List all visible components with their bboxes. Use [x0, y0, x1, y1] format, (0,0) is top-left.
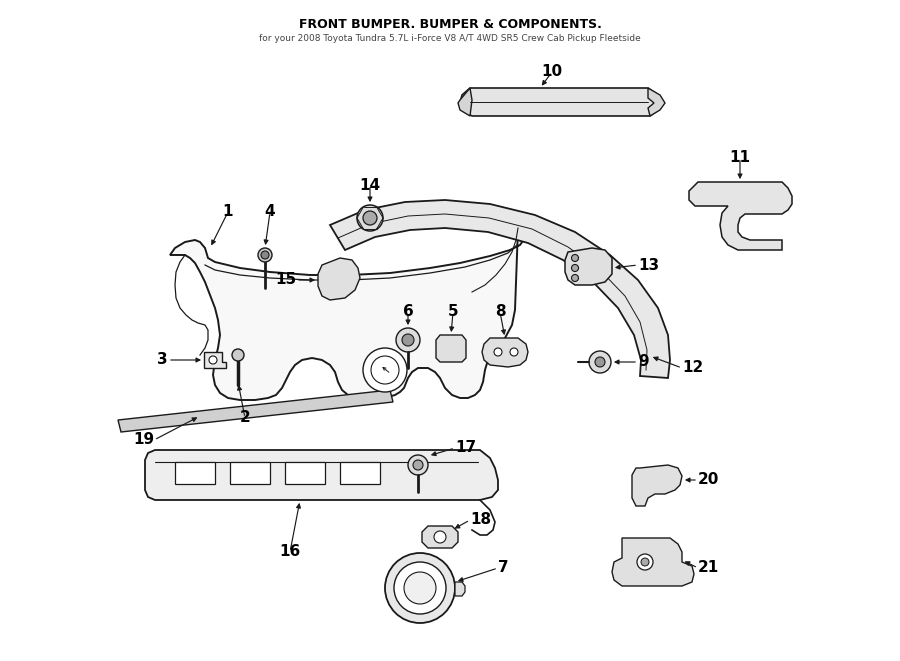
Text: 10: 10 [542, 65, 562, 79]
Circle shape [385, 553, 455, 623]
Text: 3: 3 [158, 352, 168, 368]
Circle shape [396, 328, 420, 352]
Text: for your 2008 Toyota Tundra 5.7L i-Force V8 A/T 4WD SR5 Crew Cab Pickup Fleetsid: for your 2008 Toyota Tundra 5.7L i-Force… [259, 34, 641, 43]
Polygon shape [145, 450, 498, 500]
Text: 18: 18 [470, 512, 491, 527]
Text: 19: 19 [133, 432, 154, 447]
Circle shape [510, 348, 518, 356]
Circle shape [637, 554, 653, 570]
Circle shape [258, 248, 272, 262]
Circle shape [363, 211, 377, 225]
Circle shape [261, 251, 269, 259]
Circle shape [209, 356, 217, 364]
Polygon shape [118, 390, 393, 432]
Circle shape [589, 351, 611, 373]
Circle shape [641, 558, 649, 566]
Polygon shape [455, 582, 465, 596]
Circle shape [572, 274, 579, 282]
Text: 20: 20 [698, 473, 719, 488]
Polygon shape [689, 182, 792, 250]
FancyBboxPatch shape [340, 462, 380, 484]
Circle shape [408, 455, 428, 475]
Polygon shape [565, 248, 612, 285]
Polygon shape [648, 88, 665, 116]
Text: 5: 5 [447, 305, 458, 319]
Polygon shape [318, 258, 360, 300]
Circle shape [402, 334, 414, 346]
Polygon shape [482, 338, 528, 367]
Circle shape [232, 349, 244, 361]
Text: 1: 1 [223, 204, 233, 219]
Text: 2: 2 [239, 410, 250, 426]
Text: 16: 16 [279, 545, 301, 559]
Circle shape [413, 460, 423, 470]
Text: 15: 15 [274, 272, 296, 288]
Text: 8: 8 [495, 305, 505, 319]
Polygon shape [458, 88, 472, 116]
Text: 9: 9 [638, 354, 649, 369]
FancyBboxPatch shape [175, 462, 215, 484]
Circle shape [572, 264, 579, 272]
Polygon shape [170, 228, 525, 400]
Circle shape [572, 254, 579, 262]
Polygon shape [204, 352, 226, 368]
Text: 14: 14 [359, 178, 381, 192]
Text: 6: 6 [402, 305, 413, 319]
Text: 11: 11 [730, 151, 751, 165]
Text: 4: 4 [265, 204, 275, 219]
Polygon shape [612, 538, 694, 586]
Polygon shape [422, 526, 458, 548]
Text: FRONT BUMPER. BUMPER & COMPONENTS.: FRONT BUMPER. BUMPER & COMPONENTS. [299, 18, 601, 31]
Circle shape [494, 348, 502, 356]
Circle shape [434, 531, 446, 543]
Text: 17: 17 [455, 440, 476, 455]
Text: 13: 13 [638, 258, 659, 272]
FancyBboxPatch shape [230, 462, 270, 484]
Polygon shape [436, 335, 466, 362]
Polygon shape [632, 465, 682, 506]
FancyBboxPatch shape [285, 462, 325, 484]
Polygon shape [460, 88, 660, 116]
Circle shape [595, 357, 605, 367]
Text: 7: 7 [498, 561, 508, 576]
Text: 21: 21 [698, 561, 719, 576]
Text: 12: 12 [682, 360, 703, 375]
Circle shape [404, 572, 436, 604]
Circle shape [371, 356, 399, 384]
Polygon shape [330, 200, 670, 378]
Circle shape [394, 562, 446, 614]
Circle shape [363, 348, 407, 392]
Circle shape [357, 205, 383, 231]
